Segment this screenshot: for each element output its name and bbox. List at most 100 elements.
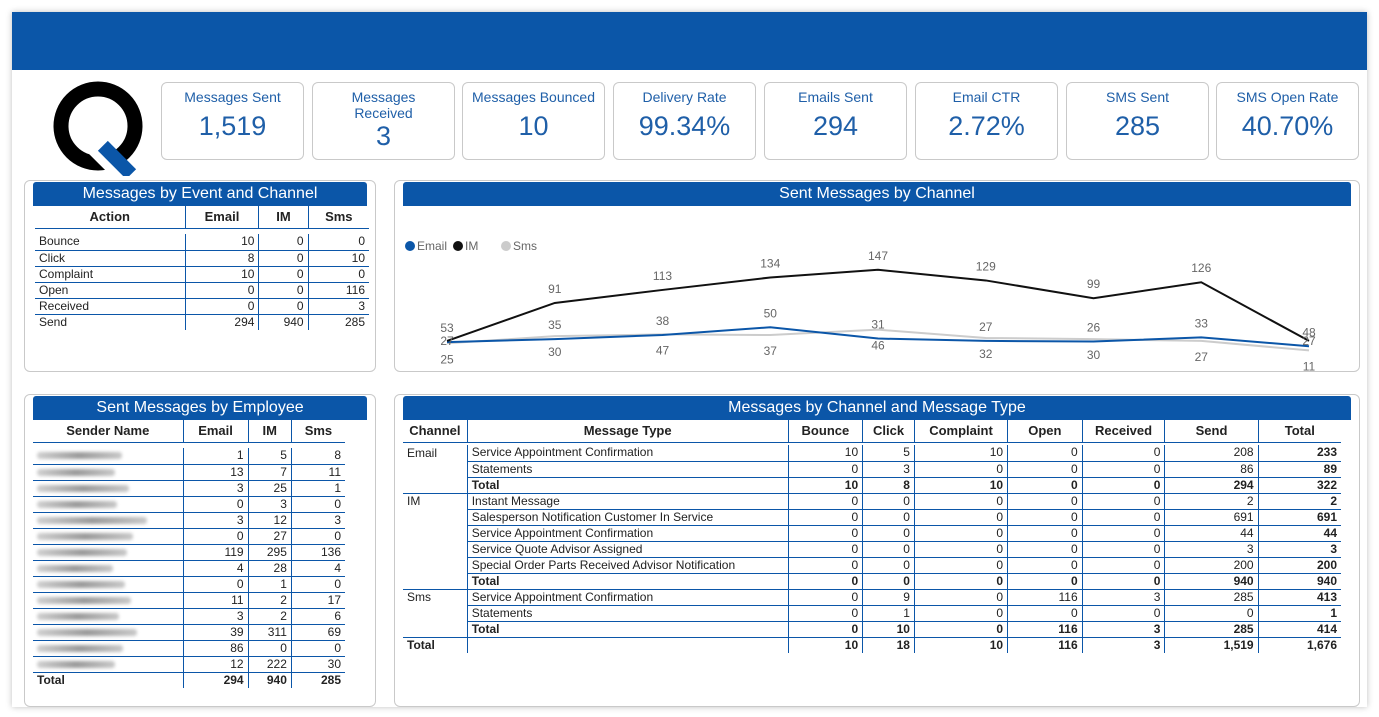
table-cell: Service Appointment Confirmation	[466, 589, 789, 606]
table-cell: 86	[1164, 461, 1259, 478]
table-cell: 940	[1164, 573, 1259, 590]
kpi-label: Messages Bounced	[472, 89, 595, 105]
redacted-name	[37, 500, 117, 508]
column-header: Send	[1164, 420, 1259, 443]
table-cell: Email	[407, 445, 438, 460]
redacted-name	[37, 596, 131, 604]
table-cell: 0	[1081, 461, 1165, 478]
table-cell: 0	[1081, 541, 1165, 558]
kpi-label: SMS Sent	[1105, 89, 1170, 105]
table-row: 11 2 17	[33, 592, 345, 609]
table-cell	[403, 525, 467, 541]
table-cell: 0	[258, 234, 309, 251]
legend-marker[interactable]	[501, 241, 511, 251]
x-tick-label: Jan	[437, 369, 456, 372]
table-cell: 285	[1164, 621, 1259, 638]
total-row: Total 294 940 285	[33, 672, 345, 688]
table-row: Service Quote Advisor Assigned 0 0 0 0 0 3 3	[403, 541, 1341, 558]
table-cell: 1,676	[1257, 637, 1341, 653]
table-cell: 0	[787, 605, 863, 622]
table-cell: 0	[290, 496, 345, 513]
table-cell: 4	[182, 560, 249, 577]
table-row: Bounce 10 0 0	[35, 234, 369, 251]
series-line-email[interactable]	[446, 326, 1310, 348]
data-label: 27	[979, 320, 993, 334]
series-line-im[interactable]	[446, 268, 1310, 342]
table-cell: 6	[290, 608, 345, 625]
data-label: 134	[760, 256, 780, 270]
table-cell: Sms	[407, 589, 431, 604]
table-cell: 222	[247, 656, 292, 673]
legend-label[interactable]: IM	[465, 239, 478, 253]
series-line-sms[interactable]	[446, 328, 1310, 352]
data-label: 26	[1087, 321, 1101, 335]
table-cell: 0	[247, 640, 292, 657]
table-cell: 0	[787, 509, 863, 526]
data-label: 91	[548, 282, 562, 296]
table-cell: 0	[1081, 557, 1165, 574]
data-label: 27	[1302, 334, 1316, 348]
table-cell: 322	[1257, 477, 1341, 494]
data-label: 50	[764, 306, 778, 320]
kpi-card: Email CTR 2.72%	[915, 82, 1058, 160]
table-cell: 10	[913, 637, 1008, 653]
sender-name-redacted	[33, 480, 183, 497]
table-cell: 294	[1164, 477, 1259, 494]
table-cell: IM	[407, 493, 421, 508]
redacted-name	[37, 468, 115, 476]
kpi-value: 285	[1114, 111, 1161, 141]
kpi-card: SMS Sent 285	[1066, 82, 1209, 160]
x-tick-label: May	[867, 369, 890, 372]
kpi-label: Delivery Rate	[642, 89, 727, 105]
sender-name-redacted	[33, 528, 183, 545]
table-row: 4 28 4	[33, 560, 345, 577]
event-channel-table: Action Email IM Sms Bounce 10 0 0 Click 8 0 10 Compl…	[35, 206, 369, 330]
sender-name-redacted	[33, 560, 183, 577]
table-cell	[466, 637, 789, 653]
x-tick-label: Mar	[652, 369, 673, 372]
table-cell: 69	[290, 624, 345, 641]
legend-marker[interactable]	[405, 241, 415, 251]
table-cell: 0	[1007, 445, 1083, 462]
table-cell: 0	[787, 557, 863, 574]
column-header: Click	[862, 420, 915, 443]
table-cell: 13	[182, 464, 249, 481]
table-cell: Total	[466, 477, 789, 494]
legend-marker[interactable]	[453, 241, 463, 251]
table-cell: Statements	[466, 461, 789, 478]
table-cell: 116	[1007, 637, 1083, 653]
table-cell: 0	[1081, 605, 1165, 622]
table-cell: 10	[307, 250, 369, 267]
sender-name-redacted	[33, 656, 183, 673]
table-cell: 18	[862, 637, 915, 653]
table-cell: Service Appointment Confirmation	[466, 445, 789, 462]
x-tick-label: Aug	[1191, 369, 1212, 372]
table-cell: 294	[184, 314, 259, 330]
table-cell: 116	[1007, 621, 1083, 638]
x-tick-label: Jun	[976, 369, 995, 372]
table-cell: 0	[1007, 509, 1083, 526]
data-label: 33	[1195, 316, 1209, 330]
column-header: Complaint	[913, 420, 1008, 443]
table-cell: 10	[184, 266, 259, 283]
data-label: 113	[653, 269, 672, 283]
table-cell: 0	[307, 266, 369, 283]
column-header: Bounce	[787, 420, 863, 443]
table-cell: 25	[247, 480, 292, 497]
table-cell: 0	[1081, 477, 1165, 494]
table-cell: 208	[1164, 445, 1259, 462]
table-cell: 940	[258, 314, 309, 330]
sender-name-redacted	[33, 496, 183, 513]
table-row: Statements 0 3 0 0 0 86 89	[403, 461, 1341, 478]
legend-label[interactable]: Sms	[513, 239, 537, 253]
legend-label[interactable]: Email	[417, 239, 447, 253]
table-row: 3 12 3	[33, 512, 345, 529]
table-cell: 0	[913, 621, 1008, 638]
table-cell: 0	[913, 605, 1008, 622]
table-cell: 413	[1257, 589, 1341, 606]
table-cell: 0	[182, 496, 249, 513]
sender-name-redacted	[33, 512, 183, 529]
table-cell: Total	[407, 637, 435, 652]
table-cell: 0	[1081, 509, 1165, 526]
